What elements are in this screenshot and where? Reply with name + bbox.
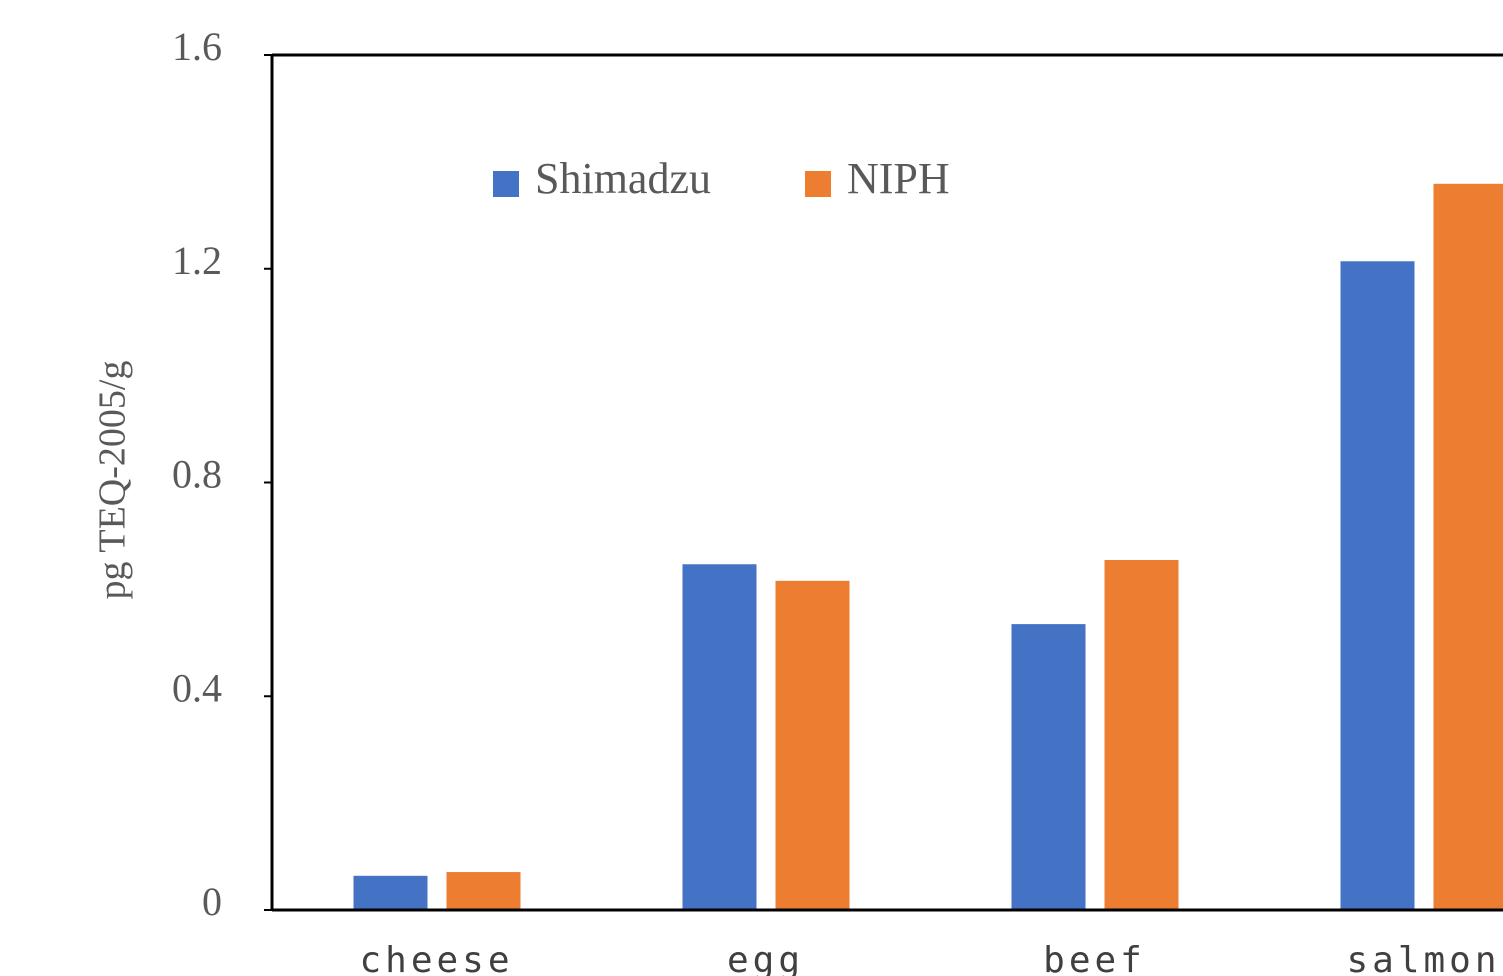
y-tick-label: 0.4 <box>172 665 222 710</box>
bar <box>775 580 850 910</box>
y-tick-label: 0.8 <box>172 452 222 497</box>
x-tick-label: egg <box>727 940 804 976</box>
bar <box>1011 624 1086 910</box>
y-tick-label: 1.2 <box>172 238 222 283</box>
legend-label: Shimadzu <box>535 154 711 203</box>
legend-swatch <box>493 171 519 197</box>
x-tick-label: cheese <box>359 940 513 976</box>
legend-label: NIPH <box>847 154 950 203</box>
bar <box>446 872 521 910</box>
legend-swatch <box>805 171 831 197</box>
bar <box>1433 183 1503 911</box>
y-tick-label: 0 <box>202 879 222 924</box>
y-tick-label: 1.6 <box>172 24 222 69</box>
x-tick-label: salmon <box>1346 940 1500 976</box>
y-axis-title: pg TEQ-2005/g <box>92 361 134 600</box>
bar <box>1340 261 1415 910</box>
bar <box>682 564 757 910</box>
bar <box>1104 559 1179 910</box>
x-tick-label: beef <box>1043 940 1146 976</box>
bar <box>353 875 428 910</box>
